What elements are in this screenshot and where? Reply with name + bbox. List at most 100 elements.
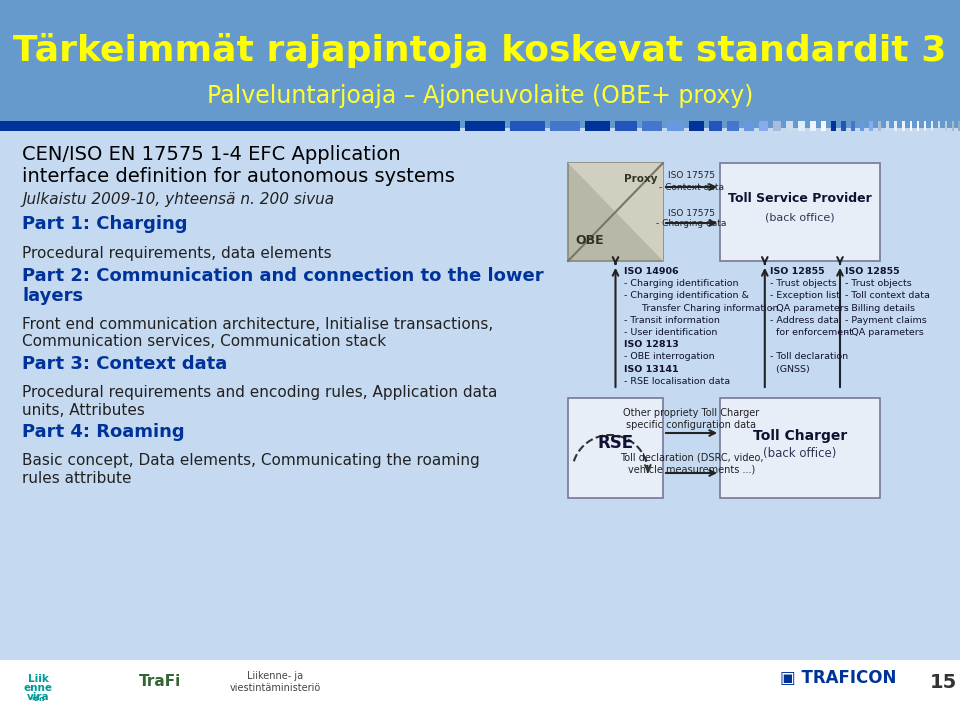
Text: (back office): (back office) — [765, 212, 835, 222]
Text: Part 4: Roaming: Part 4: Roaming — [22, 423, 184, 442]
Text: - Billing details: - Billing details — [845, 304, 915, 313]
Text: Transfer Charing information: Transfer Charing information — [623, 304, 778, 313]
Bar — [886, 121, 889, 131]
Bar — [720, 398, 880, 498]
Bar — [910, 121, 912, 131]
Text: 15: 15 — [929, 672, 956, 691]
Text: ISO 12813: ISO 12813 — [623, 340, 679, 349]
Text: Toll Charger: Toll Charger — [753, 429, 847, 443]
Text: ISO 12855: ISO 12855 — [845, 267, 900, 276]
Text: Liik: Liik — [28, 674, 48, 684]
Text: Part 2: Communication and connection to the lower
layers: Part 2: Communication and connection to … — [22, 266, 543, 306]
Text: Proxy: Proxy — [624, 174, 658, 184]
Bar — [831, 121, 836, 131]
Bar — [510, 121, 545, 131]
Text: for enforcement: for enforcement — [770, 328, 852, 337]
Text: vira: vira — [27, 692, 49, 701]
Bar — [938, 121, 940, 131]
Text: ISO 12855: ISO 12855 — [770, 267, 825, 276]
Bar — [878, 121, 881, 131]
Text: - User identification: - User identification — [623, 328, 717, 337]
Text: - Charging identification &: - Charging identification & — [623, 292, 749, 301]
Text: enne: enne — [23, 683, 53, 693]
Bar — [667, 121, 684, 131]
Text: - QA parameters: - QA parameters — [770, 304, 849, 313]
Bar — [642, 121, 662, 131]
Bar — [869, 121, 873, 131]
Bar — [841, 121, 846, 131]
Text: - Toll declaration: - Toll declaration — [770, 353, 848, 362]
Text: (GNSS): (GNSS) — [770, 365, 809, 374]
Text: - QA parameters: - QA parameters — [845, 328, 924, 337]
Text: ISO 13141: ISO 13141 — [623, 365, 678, 374]
Bar — [0, 121, 460, 131]
Bar — [798, 121, 805, 131]
Text: Julkaistu 2009-10, yhteensä n. 200 sivua: Julkaistu 2009-10, yhteensä n. 200 sivua — [22, 192, 334, 207]
Text: - OBE interrogation: - OBE interrogation — [623, 353, 714, 362]
Bar — [860, 121, 864, 131]
Text: Part 3: Context data: Part 3: Context data — [22, 355, 228, 373]
Text: Toll declaration (DSRC, video,: Toll declaration (DSRC, video, — [620, 453, 763, 463]
Text: TraFi: TraFi — [139, 674, 181, 690]
Bar — [720, 163, 880, 261]
Text: Palveluntarjoaja – Ajoneuvolaite (OBE+ proxy): Palveluntarjoaja – Ajoneuvolaite (OBE+ p… — [206, 84, 754, 108]
Bar — [945, 121, 947, 131]
Bar — [744, 121, 754, 131]
Bar — [917, 121, 919, 131]
Bar — [568, 398, 663, 498]
Bar — [810, 121, 816, 131]
Text: ISO 17575: ISO 17575 — [668, 172, 715, 180]
Text: Liikenne- ja
viestintäministeriö: Liikenne- ja viestintäministeriö — [229, 671, 321, 693]
Text: OBE: OBE — [576, 235, 604, 247]
Text: sto: sto — [32, 695, 45, 701]
Bar — [0, 660, 960, 701]
Bar — [568, 163, 663, 261]
Text: Procedural requirements and encoding rules, Application data
units, Attributes: Procedural requirements and encoding rul… — [22, 386, 497, 418]
Bar — [759, 121, 768, 131]
Bar — [952, 121, 954, 131]
Text: Other propriety Toll Charger: Other propriety Toll Charger — [623, 408, 759, 418]
Text: vehicle measurements ...): vehicle measurements ...) — [628, 465, 756, 475]
Bar — [709, 121, 722, 131]
Bar — [924, 121, 926, 131]
Bar — [786, 121, 793, 131]
Bar — [958, 121, 960, 131]
Bar — [0, 0, 960, 128]
Text: - Exception list: - Exception list — [770, 292, 840, 301]
Text: Basic concept, Data elements, Communicating the roaming
rules attribute: Basic concept, Data elements, Communicat… — [22, 454, 480, 486]
Text: RSE: RSE — [597, 434, 634, 452]
Bar — [615, 121, 637, 131]
Bar — [550, 121, 580, 131]
Text: - RSE localisation data: - RSE localisation data — [623, 377, 730, 386]
Bar — [465, 121, 505, 131]
Text: CEN/ISO EN 17575 1-4 EFC Application
interface definition for autonomous systems: CEN/ISO EN 17575 1-4 EFC Application int… — [22, 145, 455, 186]
Text: - Trust objects: - Trust objects — [845, 279, 912, 288]
Bar — [821, 121, 826, 131]
Text: specific configuration data: specific configuration data — [627, 420, 756, 430]
Text: (back office): (back office) — [763, 447, 837, 461]
Text: Part 1: Charging: Part 1: Charging — [22, 215, 187, 233]
Bar — [931, 121, 933, 131]
Polygon shape — [568, 163, 663, 261]
Bar — [727, 121, 739, 131]
Text: - Toll context data: - Toll context data — [845, 292, 930, 301]
Bar — [689, 121, 704, 131]
Bar — [851, 121, 855, 131]
Text: ISO 14906: ISO 14906 — [623, 267, 678, 276]
Text: ISO 17575: ISO 17575 — [668, 208, 715, 217]
Text: - Address data: - Address data — [770, 315, 839, 325]
Text: - Payment claims: - Payment claims — [845, 315, 926, 325]
Text: - Charging data: - Charging data — [657, 219, 727, 229]
Bar — [902, 121, 905, 131]
Text: - Charging identification: - Charging identification — [623, 279, 738, 288]
Text: Front end communication architecture, Initialise transactions,
Communication ser: Front end communication architecture, In… — [22, 317, 493, 349]
Text: - Transit information: - Transit information — [623, 315, 719, 325]
Text: Tärkeimmät rajapintoja koskevat standardit 3: Tärkeimmät rajapintoja koskevat standard… — [13, 32, 947, 67]
Text: - Trust objects: - Trust objects — [770, 279, 836, 288]
Text: Procedural requirements, data elements: Procedural requirements, data elements — [22, 245, 331, 261]
Bar — [894, 121, 897, 131]
Bar — [773, 121, 781, 131]
Text: Toll Service Provider: Toll Service Provider — [728, 193, 872, 205]
Bar — [585, 121, 610, 131]
Text: - Context data: - Context data — [659, 184, 724, 193]
